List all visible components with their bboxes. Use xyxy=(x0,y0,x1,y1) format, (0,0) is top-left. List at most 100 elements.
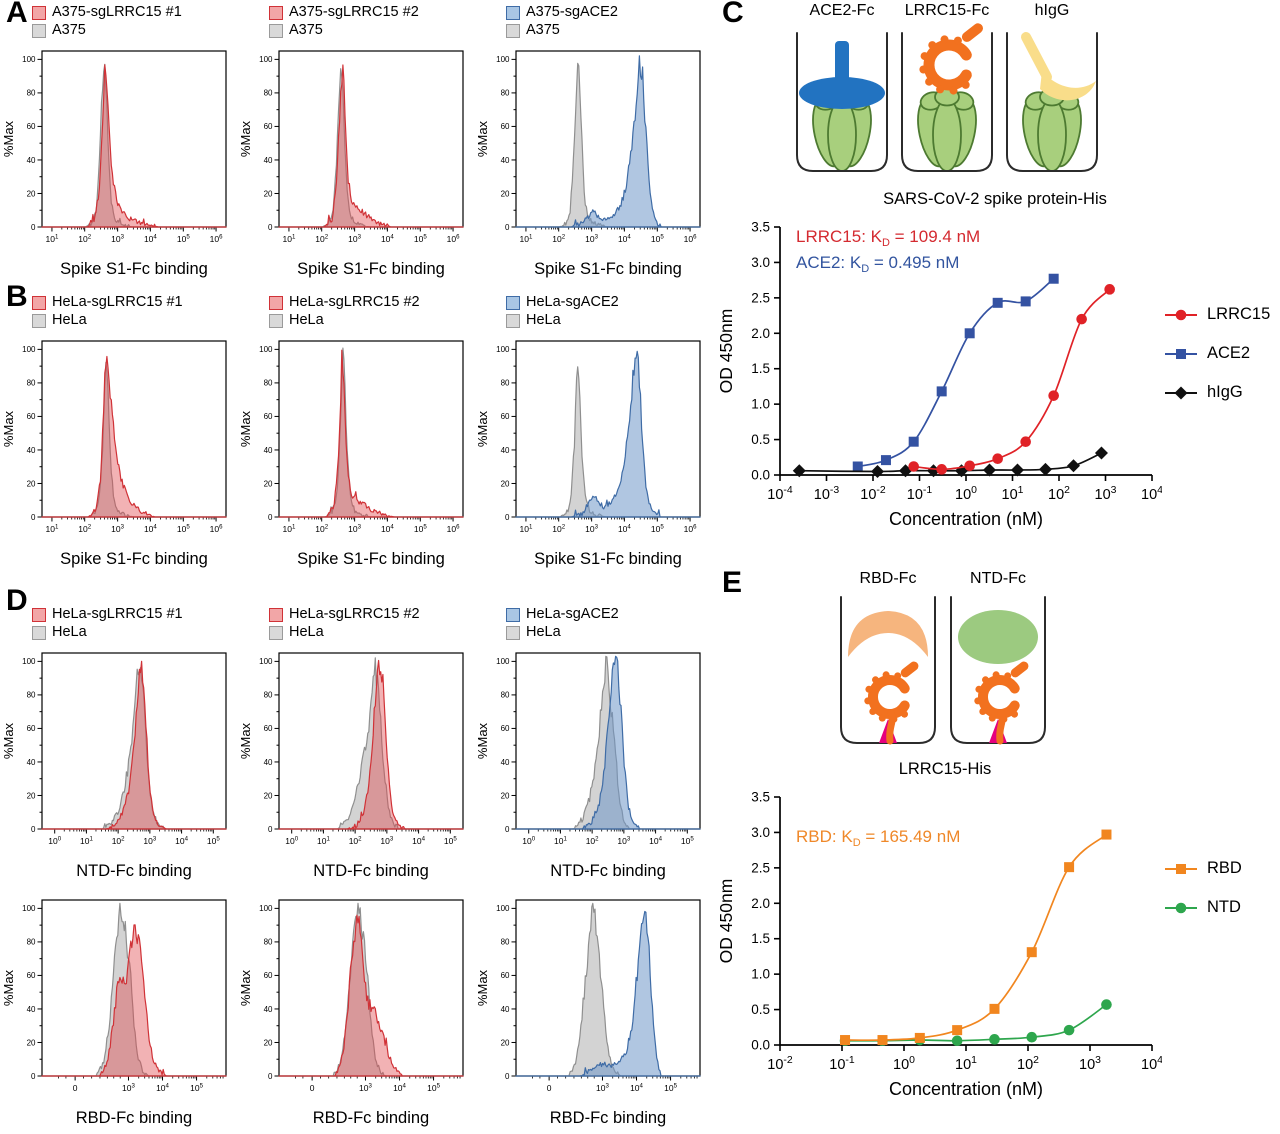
svg-text:0: 0 xyxy=(310,1083,315,1093)
panel-e-label: E xyxy=(722,566,743,599)
legend-label: A375-sgLRRC15 #2 xyxy=(289,4,419,20)
svg-text:105: 105 xyxy=(177,233,190,244)
well-label-ace2-fc: ACE2-Fc xyxy=(809,2,875,19)
svg-text:103: 103 xyxy=(111,233,124,244)
svg-text:10-1: 10-1 xyxy=(829,1055,855,1073)
svg-text:80: 80 xyxy=(501,691,510,700)
svg-text:104: 104 xyxy=(618,523,631,534)
svg-text:Spike S1-Fc binding: Spike S1-Fc binding xyxy=(60,260,208,278)
svg-text:20: 20 xyxy=(27,189,36,198)
legend-swatch xyxy=(32,23,46,38)
legend-row: HeLa xyxy=(506,624,713,641)
svg-text:100: 100 xyxy=(285,835,298,846)
flow-histogram-plot: HeLa-sgLRRC15 #1 HeLa 0 20 40 60 80 100 100 101 10… xyxy=(1,604,239,887)
flow-legend: A375-sgACE2 A375 xyxy=(506,2,713,44)
panel-e-well-labels: RBD-Fc NTD-Fc xyxy=(780,570,1280,591)
svg-text:101: 101 xyxy=(45,233,58,244)
svg-text:105: 105 xyxy=(651,233,664,244)
panel-c-schematic: ACE2-Fc LRRC15-Fc hIgG xyxy=(780,2,1280,209)
elisa_E-svg: 0.0 0.5 1.0 1.5 2.0 2.5 3.0 3.5 10-2 10-1 100 101 10… xyxy=(716,790,1163,1100)
chart-legend: LRRC15 ACE2 hIgG xyxy=(1164,305,1270,422)
curve-rbd xyxy=(845,833,1108,1042)
svg-text:%Max: %Max xyxy=(2,969,16,1006)
svg-text:100: 100 xyxy=(955,485,977,503)
svg-text:102: 102 xyxy=(315,523,328,534)
svg-text:80: 80 xyxy=(264,379,273,388)
svg-text:80: 80 xyxy=(264,89,273,98)
svg-text:10-1: 10-1 xyxy=(907,485,933,503)
legend-swatch xyxy=(506,625,520,640)
svg-text:103: 103 xyxy=(143,835,156,846)
legend-label: HeLa xyxy=(52,624,87,640)
left-column: A A375-sgLRRC15 #1 A375 0 20 40 60 80 100 101 102… xyxy=(0,0,716,1127)
svg-text:3.0: 3.0 xyxy=(751,825,770,840)
flow-histogram-plot: A375-sgLRRC15 #2 A375 0 20 40 60 80 100 101 102 10… xyxy=(238,2,476,285)
legend-row: A375-sgLRRC15 #1 xyxy=(32,4,239,21)
flow-legend: HeLa-sgLRRC15 #2 HeLa xyxy=(269,604,476,646)
svg-text:80: 80 xyxy=(27,938,36,947)
square-marker-icon xyxy=(1165,863,1197,874)
legend-row: HeLa xyxy=(269,624,476,641)
svg-text:0.5: 0.5 xyxy=(751,432,770,447)
svg-text:103: 103 xyxy=(585,523,598,534)
svg-text:104: 104 xyxy=(393,1082,406,1093)
svg-text:10-3: 10-3 xyxy=(814,485,840,503)
svg-text:101: 101 xyxy=(80,835,93,846)
flow-histogram-svg: 0 20 40 60 80 100 0 103 104 105 %Max RBD-Fc binding xyxy=(1,899,227,1127)
legend-row: HeLa xyxy=(32,624,239,641)
svg-text:40: 40 xyxy=(27,758,36,767)
kd-annotation: ACE2: KD = 0.495 nM xyxy=(796,253,960,275)
flow-histogram-plot: HeLa-sgLRRC15 #1 HeLa 0 20 40 60 80 100 101 102 10… xyxy=(1,292,239,575)
svg-text:60: 60 xyxy=(264,412,273,421)
flow-histogram-svg: 0 20 40 60 80 100 100 101 102 103 104 105 %Max NTD-Fc… xyxy=(475,652,701,880)
legend-label: A375 xyxy=(289,22,323,38)
legend-item: ACE2 xyxy=(1164,344,1270,363)
flow-legend: HeLa-sgACE2 HeLa xyxy=(506,604,713,646)
svg-text:102: 102 xyxy=(1048,485,1070,503)
svg-text:20: 20 xyxy=(501,479,510,488)
flow-histogram-svg: 0 20 40 60 80 100 101 102 103 104 105 106 %Max Spike … xyxy=(1,340,227,568)
flow-legend: HeLa-sgACE2 HeLa xyxy=(506,292,713,334)
legend-swatch xyxy=(32,607,46,622)
legend-item: RBD xyxy=(1164,859,1242,878)
svg-text:104: 104 xyxy=(1141,485,1162,503)
svg-text:20: 20 xyxy=(501,791,510,800)
svg-text:%Max: %Max xyxy=(476,722,490,759)
legend-item: hIgG xyxy=(1164,383,1270,402)
flow-histogram-plot: HeLa-sgLRRC15 #2 HeLa 0 20 40 60 80 100 100 101 10… xyxy=(238,604,476,887)
svg-text:106: 106 xyxy=(210,523,223,534)
svg-text:80: 80 xyxy=(501,379,510,388)
svg-text:0: 0 xyxy=(505,513,510,522)
svg-text:RBD-Fc binding: RBD-Fc binding xyxy=(76,1109,192,1127)
well-rbd-fc xyxy=(840,596,936,745)
circle-marker-icon xyxy=(1165,902,1197,913)
svg-text:104: 104 xyxy=(144,523,157,534)
legend-swatch xyxy=(506,313,520,328)
svg-text:3.5: 3.5 xyxy=(751,220,770,235)
svg-text:104: 104 xyxy=(630,1082,643,1093)
legend-label: hIgG xyxy=(1207,383,1243,401)
panel-c: C ACE2-Fc LRRC15-Fc hIgG xyxy=(716,0,1280,570)
legend-row: HeLa-sgACE2 xyxy=(506,606,713,623)
square-marker-icon xyxy=(1165,348,1197,359)
svg-text:40: 40 xyxy=(27,446,36,455)
svg-text:105: 105 xyxy=(207,835,220,846)
svg-text:%Max: %Max xyxy=(239,120,253,157)
svg-text:2.0: 2.0 xyxy=(751,896,770,911)
panel-e-schematic: RBD-Fc NTD-Fc xyxy=(780,570,1280,779)
legend-row: HeLa-sgLRRC15 #1 xyxy=(32,606,239,623)
svg-text:OD 450nm: OD 450nm xyxy=(716,879,736,964)
svg-text:%Max: %Max xyxy=(476,969,490,1006)
svg-text:20: 20 xyxy=(501,189,510,198)
svg-text:105: 105 xyxy=(651,523,664,534)
svg-text:20: 20 xyxy=(27,479,36,488)
panel-b-plots: HeLa-sgLRRC15 #1 HeLa 0 20 40 60 80 100 101 102 10… xyxy=(0,292,716,575)
svg-text:100: 100 xyxy=(259,904,273,913)
svg-text:105: 105 xyxy=(177,523,190,534)
svg-text:103: 103 xyxy=(596,1082,609,1093)
svg-text:104: 104 xyxy=(175,835,188,846)
legend-row: A375-sgLRRC15 #2 xyxy=(269,4,476,21)
legend-row: A375 xyxy=(506,22,713,39)
svg-text:80: 80 xyxy=(501,938,510,947)
flow-histogram-plot: HeLa-sgACE2 HeLa 0 20 40 60 80 100 101 102 103 104 1… xyxy=(475,292,713,575)
